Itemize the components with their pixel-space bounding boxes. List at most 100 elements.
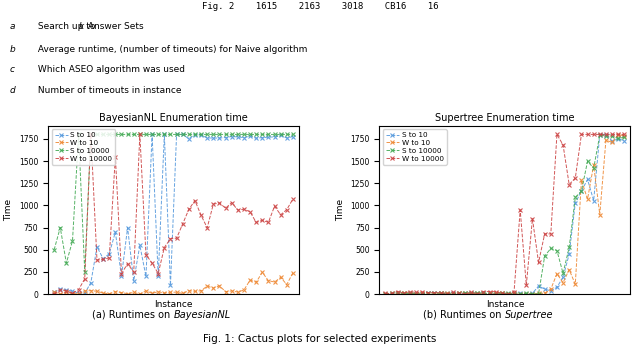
Line: W to 10000: W to 10000	[383, 132, 627, 297]
W to 10	[504, 292, 512, 296]
W to 10000	[394, 289, 401, 293]
W to 10	[264, 279, 272, 283]
W to 10	[56, 292, 64, 296]
S to 10000	[136, 132, 144, 137]
W to 10	[228, 289, 236, 293]
W to 10	[166, 290, 174, 294]
W to 10000	[124, 261, 131, 266]
S to 10	[584, 178, 591, 182]
W to 10	[75, 292, 83, 296]
W to 10	[93, 289, 101, 293]
S to 10000	[191, 132, 199, 137]
S to 10000	[572, 195, 579, 200]
S to 10	[166, 283, 174, 287]
S to 10000	[553, 248, 561, 252]
S to 10000	[130, 132, 138, 137]
W to 10	[498, 291, 506, 295]
S to 10	[602, 133, 610, 137]
S to 10	[240, 136, 248, 140]
Line: W to 10: W to 10	[383, 133, 627, 297]
W to 10000	[271, 204, 278, 208]
S to 10000	[614, 136, 622, 140]
W to 10000	[259, 218, 266, 222]
W to 10	[596, 213, 604, 217]
W to 10	[216, 284, 223, 288]
S to 10	[264, 135, 272, 139]
S to 10	[228, 135, 236, 139]
W to 10000	[510, 290, 518, 294]
W to 10000	[436, 291, 444, 295]
S to 10000	[431, 291, 438, 295]
W to 10	[271, 280, 278, 284]
S to 10	[400, 292, 408, 296]
S to 10000	[75, 132, 83, 137]
S to 10000	[209, 132, 217, 137]
S to 10000	[504, 291, 512, 295]
W to 10	[246, 278, 254, 282]
S to 10000	[204, 132, 211, 137]
Text: a: a	[10, 22, 15, 31]
S to 10	[259, 136, 266, 140]
S to 10000	[259, 132, 266, 137]
S to 10000	[124, 132, 131, 137]
S to 10	[467, 291, 475, 295]
S to 10	[620, 139, 628, 143]
S to 10	[148, 132, 156, 137]
Text: Average runtime, (number of timeouts) for Naive algorithm: Average runtime, (number of timeouts) fo…	[35, 45, 308, 54]
Text: (b) Runtimes on: (b) Runtimes on	[423, 310, 505, 320]
Legend: S to 10, W to 10, S to 10000, W to 10000: S to 10, W to 10, S to 10000, W to 10000	[383, 129, 447, 164]
S to 10	[590, 198, 598, 203]
W to 10000	[130, 270, 138, 274]
W to 10	[142, 289, 150, 293]
S to 10	[154, 274, 162, 278]
W to 10000	[614, 132, 622, 137]
Line: S to 10: S to 10	[383, 132, 627, 297]
S to 10000	[252, 132, 260, 137]
W to 10000	[424, 291, 432, 295]
W to 10000	[479, 290, 487, 294]
W to 10000	[204, 226, 211, 230]
W to 10000	[467, 290, 475, 294]
W to 10000	[498, 291, 506, 295]
W to 10	[204, 284, 211, 288]
W to 10	[522, 292, 530, 296]
S to 10	[516, 291, 524, 295]
W to 10000	[492, 290, 500, 294]
W to 10	[394, 291, 401, 295]
S to 10	[106, 252, 113, 256]
W to 10	[419, 291, 426, 295]
S to 10	[534, 284, 542, 288]
W to 10000	[148, 261, 156, 265]
W to 10000	[228, 201, 236, 205]
S to 10000	[510, 292, 518, 296]
S to 10	[87, 281, 95, 285]
W to 10000	[87, 132, 95, 137]
W to 10000	[516, 208, 524, 212]
W to 10000	[173, 236, 180, 240]
S to 10000	[620, 135, 628, 139]
S to 10	[541, 287, 548, 291]
S to 10	[81, 291, 88, 295]
S to 10000	[289, 132, 297, 137]
S to 10000	[608, 134, 616, 138]
W to 10000	[185, 207, 193, 212]
S to 10	[565, 252, 573, 256]
S to 10	[547, 289, 555, 293]
Text: Which ASEO algorithm was used: Which ASEO algorithm was used	[35, 65, 185, 74]
S to 10000	[584, 159, 591, 163]
Text: b: b	[10, 45, 15, 54]
Text: BayesianNL: BayesianNL	[173, 310, 230, 320]
W to 10000	[154, 271, 162, 276]
W to 10000	[106, 256, 113, 260]
W to 10000	[443, 291, 451, 295]
S to 10	[124, 226, 131, 230]
Line: S to 10000: S to 10000	[383, 133, 627, 297]
S to 10	[596, 133, 604, 137]
S to 10000	[394, 291, 401, 295]
W to 10000	[559, 143, 567, 147]
W to 10000	[577, 132, 585, 137]
S to 10	[277, 133, 285, 138]
S to 10000	[221, 132, 229, 137]
S to 10000	[541, 254, 548, 258]
W to 10	[148, 291, 156, 295]
